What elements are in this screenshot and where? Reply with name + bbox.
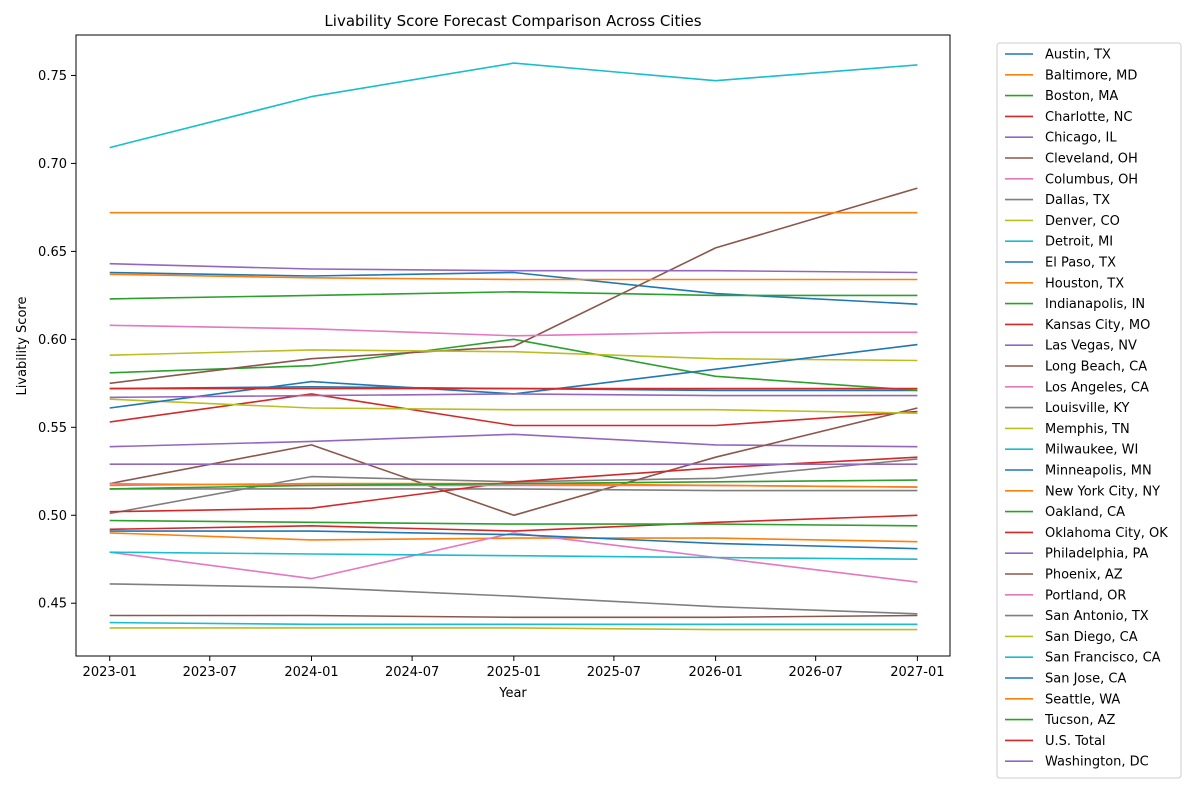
legend-label-23: Oklahoma City, OK bbox=[1045, 526, 1168, 541]
x-axis: 2023-01 2023-07 2024-01 2024-07 2025-01 2025-… bbox=[83, 656, 945, 680]
x-tick-label-3: 2024-07 bbox=[385, 665, 439, 680]
series-line-18 bbox=[109, 398, 918, 414]
plot-frame bbox=[75, 34, 951, 657]
y-axis-label: Livability Score bbox=[15, 297, 30, 396]
legend: Austin, TX Baltimore, MD Boston, MA Charlot… bbox=[996, 42, 1182, 779]
series-line-13 bbox=[109, 514, 918, 532]
legend-label-24: Philadelphia, PA bbox=[1045, 547, 1148, 562]
legend-label-28: San Diego, CA bbox=[1045, 630, 1138, 645]
x-tick-label-5: 2025-07 bbox=[587, 665, 641, 680]
series-line-25 bbox=[109, 614, 918, 619]
legend-label-29: San Francisco, CA bbox=[1045, 651, 1161, 666]
series-line-11 bbox=[109, 273, 918, 281]
legend-label-25: Phoenix, AZ bbox=[1045, 568, 1123, 583]
legend-label-1: Baltimore, MD bbox=[1045, 68, 1137, 83]
legend-label-15: Long Beach, CA bbox=[1045, 360, 1147, 375]
legend-label-30: San Jose, CA bbox=[1045, 672, 1126, 687]
legend-label-21: New York City, NY bbox=[1045, 484, 1160, 499]
series-line-28 bbox=[109, 627, 918, 631]
series-lines bbox=[109, 62, 918, 631]
legend-label-7: Dallas, TX bbox=[1045, 193, 1110, 208]
series-line-15 bbox=[109, 407, 918, 517]
legend-label-19: Milwaukee, WI bbox=[1045, 443, 1138, 458]
x-tick-label-1: 2023-07 bbox=[183, 665, 237, 680]
legend-label-5: Cleveland, OH bbox=[1045, 152, 1138, 167]
series-line-1 bbox=[109, 532, 918, 543]
legend-label-18: Memphis, TN bbox=[1045, 422, 1130, 437]
y-tick-label-0: 0.45 bbox=[38, 597, 67, 612]
y-tick-label-6: 0.75 bbox=[38, 69, 67, 84]
series-line-6 bbox=[109, 324, 918, 337]
legend-label-20: Minneapolis, MN bbox=[1045, 464, 1152, 479]
legend-label-22: Oakland, CA bbox=[1045, 505, 1125, 520]
y-tick-label-2: 0.55 bbox=[38, 421, 67, 436]
x-tick-label-2: 2024-01 bbox=[284, 665, 338, 680]
series-line-17 bbox=[109, 488, 918, 492]
legend-label-17: Louisville, KY bbox=[1045, 401, 1129, 416]
legend-label-13: Kansas City, MO bbox=[1045, 318, 1150, 333]
series-line-19 bbox=[109, 551, 918, 560]
series-line-4 bbox=[109, 433, 918, 448]
legend-label-6: Columbus, OH bbox=[1045, 172, 1138, 187]
x-tick-label-7: 2026-07 bbox=[789, 665, 843, 680]
legend-label-2: Boston, MA bbox=[1045, 89, 1118, 104]
y-tick-label-1: 0.50 bbox=[38, 509, 67, 524]
y-tick-label-5: 0.70 bbox=[38, 157, 67, 172]
legend-label-12: Indianapolis, IN bbox=[1045, 297, 1145, 312]
legend-label-31: Seattle, WA bbox=[1045, 692, 1120, 707]
legend-label-4: Chicago, IL bbox=[1045, 131, 1117, 146]
y-tick-label-3: 0.60 bbox=[38, 333, 67, 348]
series-line-29 bbox=[109, 621, 918, 626]
x-axis-label: Year bbox=[498, 686, 527, 701]
series-line-3 bbox=[109, 393, 918, 427]
y-tick-label-4: 0.65 bbox=[38, 245, 67, 260]
series-line-22 bbox=[109, 519, 918, 527]
legend-label-33: U.S. Total bbox=[1045, 734, 1106, 749]
x-tick-label-6: 2026-01 bbox=[688, 665, 742, 680]
legend-label-9: Detroit, MI bbox=[1045, 235, 1113, 250]
legend-label-11: Houston, TX bbox=[1045, 276, 1124, 291]
legend-label-10: El Paso, TX bbox=[1045, 256, 1116, 271]
chart-title: Livability Score Forecast Comparison Acr… bbox=[324, 12, 701, 30]
series-line-5 bbox=[109, 187, 918, 385]
legend-label-26: Portland, OR bbox=[1045, 588, 1126, 603]
legend-label-16: Los Angeles, CA bbox=[1045, 380, 1149, 395]
series-line-32 bbox=[109, 479, 918, 490]
series-line-2 bbox=[109, 338, 918, 392]
legend-label-0: Austin, TX bbox=[1045, 48, 1111, 63]
legend-frame bbox=[996, 42, 1182, 779]
series-line-8 bbox=[109, 349, 918, 362]
series-line-27 bbox=[109, 583, 918, 615]
legend-label-32: Tucson, AZ bbox=[1044, 713, 1115, 728]
x-tick-label-8: 2027-01 bbox=[890, 665, 944, 680]
legend-label-34: Washington, DC bbox=[1045, 755, 1149, 770]
series-line-9 bbox=[109, 62, 918, 149]
legend-label-8: Denver, CO bbox=[1045, 214, 1120, 229]
y-axis: 0.45 0.50 0.55 0.60 0.65 0.70 0.75 bbox=[38, 69, 76, 612]
x-tick-label-0: 2023-01 bbox=[83, 665, 137, 680]
series-line-10 bbox=[109, 271, 918, 305]
legend-label-27: San Antonio, TX bbox=[1045, 609, 1149, 624]
x-tick-label-4: 2025-01 bbox=[487, 665, 541, 680]
legend-label-14: Las Vegas, NV bbox=[1045, 339, 1137, 354]
series-line-16 bbox=[109, 532, 918, 583]
legend-label-3: Charlotte, NC bbox=[1045, 110, 1132, 125]
series-line-30 bbox=[109, 530, 918, 550]
series-line-12 bbox=[109, 290, 918, 300]
series-line-34 bbox=[109, 393, 918, 399]
series-line-14 bbox=[109, 262, 918, 274]
